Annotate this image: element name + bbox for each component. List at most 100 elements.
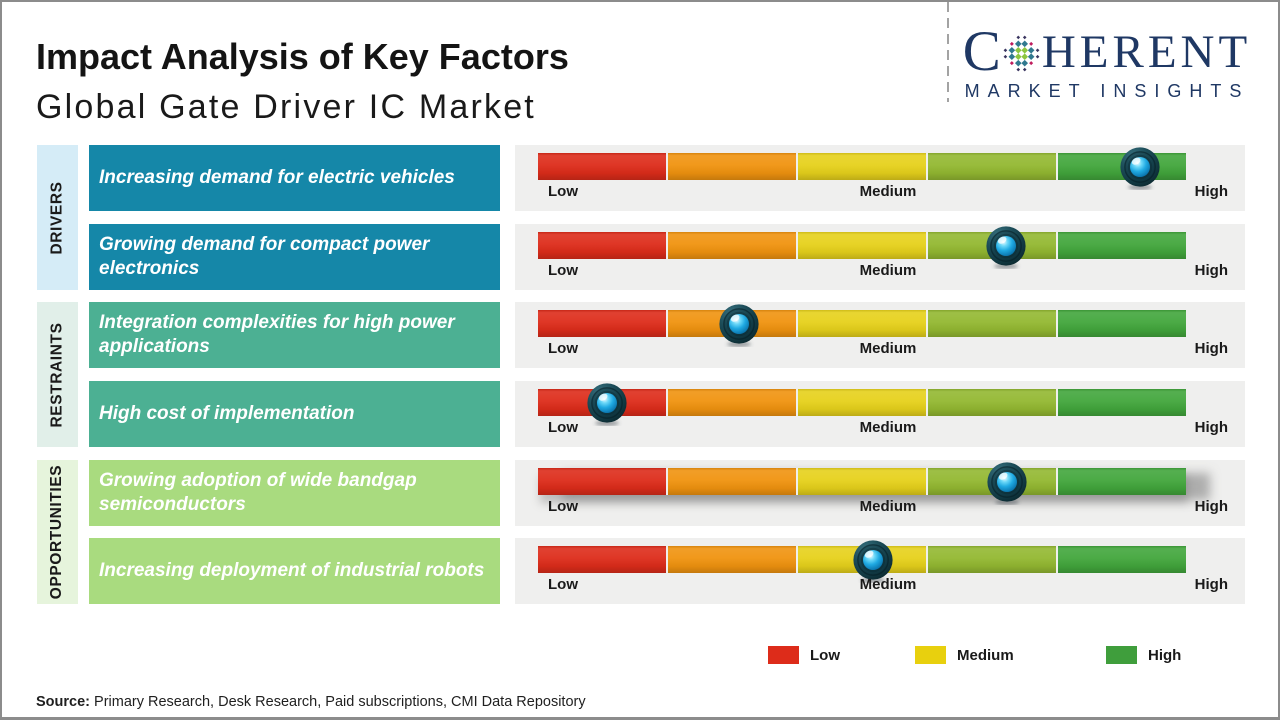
impact-scale: Low Medium High [515,302,1245,368]
brand-letter-c: C [962,20,1001,83]
scale-segment-high [1058,232,1186,259]
factor-box: Growing demand for compact power electro… [89,224,500,290]
brand-wordmark-rest: HERENT [1041,26,1252,78]
scale-label-low: Low [548,183,578,200]
factor-row: Growing demand for compact power electro… [0,224,1280,290]
scale-segment-low [538,310,666,337]
scale-label-low: Low [548,576,578,593]
legend-label-medium: Medium [957,646,1014,664]
scale-label-medium: Medium [859,183,917,200]
impact-scale: Low Medium High [515,224,1245,290]
impact-gradient-bar [538,546,1186,573]
scale-label-low: Low [548,340,578,357]
source-prefix: Source: [36,694,90,710]
scale-segment-low [538,546,666,573]
scale-segment-low-mid [668,232,796,259]
legend-label-low: Low [810,646,840,664]
factor-text: Increasing demand for electric vehicles [99,166,455,188]
impact-gradient-bar [538,232,1186,259]
scale-labels: Low Medium High [548,183,1228,203]
globe-icon [1003,35,1040,71]
impact-gradient-bar [538,468,1186,495]
impact-gradient-bar [538,389,1186,416]
factor-row: Increasing demand for electric vehicles … [0,145,1280,211]
factor-row: Increasing deployment of industrial robo… [0,538,1280,604]
impact-scale: Low Medium High [515,381,1245,447]
scale-segment-mid [798,389,926,416]
group-band-opportunities: OPPORTUNITIES [37,460,78,604]
scale-segment-low-mid [668,546,796,573]
scale-segment-mid-high [928,389,1056,416]
factor-box: Increasing demand for electric vehicles [89,145,500,211]
scale-label-medium: Medium [859,498,917,515]
scale-labels: Low Medium High [548,498,1228,518]
scale-label-high: High [1194,498,1228,515]
page-title: Impact Analysis of Key Factors [36,36,569,77]
scale-labels: Low Medium High [548,340,1228,360]
group-band-drivers: DRIVERS [37,145,78,290]
scale-segment-high [1058,468,1186,495]
impact-scale: Low Medium High [515,145,1245,211]
scale-segment-mid [798,153,926,180]
factor-text: Growing demand for compact power electro… [99,233,430,280]
scale-segment-mid-high [928,546,1056,573]
legend-item-medium: Medium [915,646,1014,664]
scale-label-low: Low [548,262,578,279]
scale-segment-high [1058,546,1186,573]
group-band-restraints: RESTRAINTS [37,302,78,447]
scale-label-medium: Medium [859,262,917,279]
scale-segment-mid [798,232,926,259]
scale-labels: Low Medium High [548,576,1228,596]
legend-item-high: High [1106,646,1181,664]
scale-segment-low-mid [668,153,796,180]
scale-segment-high [1058,389,1186,416]
scale-label-low: Low [548,498,578,515]
factor-box: High cost of implementation [89,381,500,447]
impact-scale: Low Medium High [515,538,1245,604]
legend-swatch-high [1106,646,1137,664]
scale-segment-low [538,468,666,495]
scale-labels: Low Medium High [548,262,1228,282]
factor-text: Growing adoption of wide bandgap semicon… [99,469,417,516]
scale-labels: Low Medium High [548,419,1228,439]
scale-label-medium: Medium [859,419,917,436]
legend-label-high: High [1148,646,1182,664]
scale-label-high: High [1194,340,1228,357]
source-text: Primary Research, Desk Research, Paid su… [90,694,586,710]
scale-label-low: Low [548,419,578,436]
brand-logo: C HERENT MARKET INSIGHTS [954,20,1260,102]
scale-label-high: High [1194,576,1228,593]
factor-row: Integration complexities for high power … [0,302,1280,368]
brand-tagline: MARKET INSIGHTS [964,81,1250,101]
factor-row: High cost of implementation Low Medium H… [0,381,1280,447]
impact-scale: Low Medium High [515,460,1245,526]
factor-box: Increasing deployment of industrial robo… [89,538,500,604]
impact-gradient-bar [538,310,1186,337]
scale-segment-high [1058,310,1186,337]
source-note: Source: Primary Research, Desk Research,… [36,694,586,710]
factor-row: Growing adoption of wide bandgap semicon… [0,460,1280,526]
factor-box: Growing adoption of wide bandgap semicon… [89,460,500,526]
scale-segment-mid-high [928,153,1056,180]
impact-gradient-bar [538,153,1186,180]
scale-segment-low-mid [668,468,796,495]
scale-label-high: High [1194,262,1228,279]
scale-label-medium: Medium [859,576,917,593]
scale-label-high: High [1194,419,1228,436]
legend-swatch-medium [915,646,946,664]
scale-segment-low-mid [668,389,796,416]
brand-wordmark: C HERENT [954,20,1260,83]
scale-segment-mid [798,310,926,337]
factor-box: Integration complexities for high power … [89,302,500,368]
factor-text: Increasing deployment of industrial robo… [99,559,485,581]
legend-item-low: Low [768,646,840,664]
scale-segment-mid [798,468,926,495]
header-divider-dashed-line [947,2,949,102]
factor-text: Integration complexities for high power … [99,311,455,358]
legend-swatch-low [768,646,799,664]
page-subtitle: Global Gate Driver IC Market [36,88,536,126]
scale-segment-mid-high [928,310,1056,337]
scale-label-high: High [1194,183,1228,200]
factor-text: High cost of implementation [99,402,355,424]
